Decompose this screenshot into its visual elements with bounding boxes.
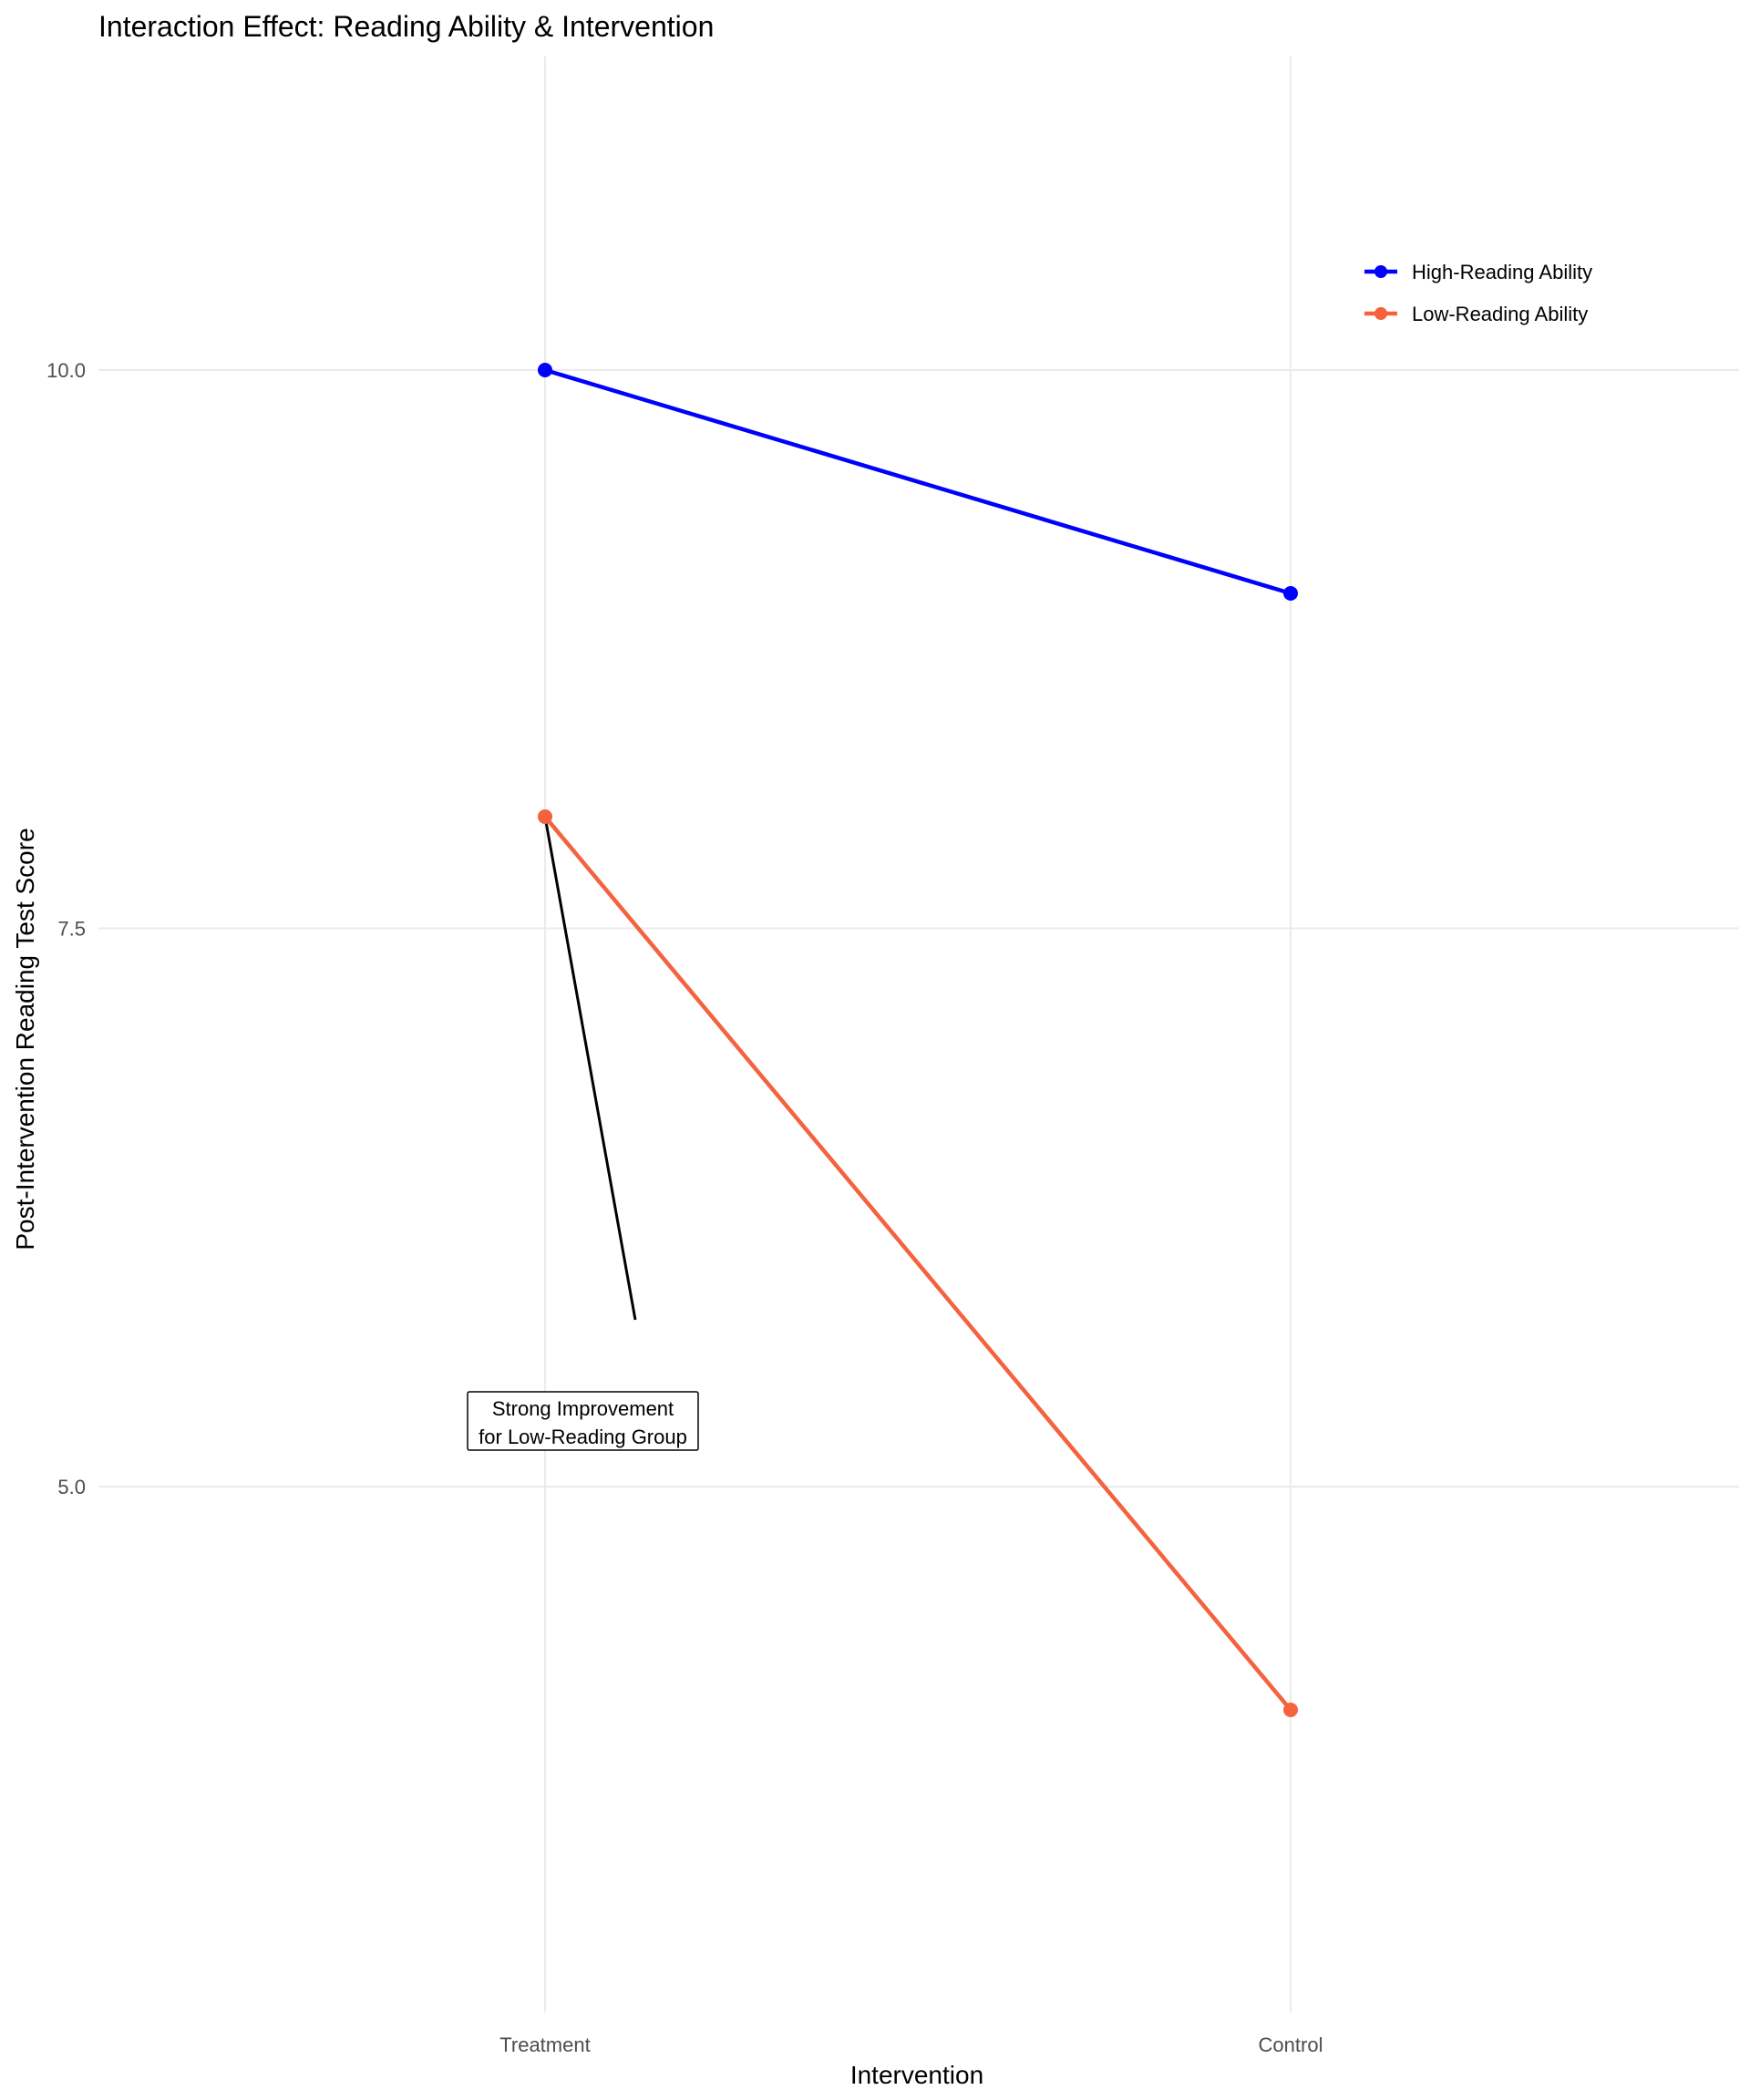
data-point bbox=[538, 363, 552, 377]
legend-label: High-Reading Ability bbox=[1412, 261, 1592, 283]
annotation-text-line: Strong Improvement bbox=[492, 1397, 674, 1420]
y-tick-label: 5.0 bbox=[57, 1476, 86, 1498]
legend: High-Reading Ability Low-Reading Ability bbox=[1364, 261, 1592, 325]
data-point bbox=[1283, 586, 1298, 601]
x-axis-title: Intervention bbox=[850, 2061, 983, 2089]
x-tick-label: Control bbox=[1259, 2033, 1323, 2056]
series-line bbox=[542, 367, 1293, 596]
y-tick-label: 7.5 bbox=[57, 918, 86, 941]
axes: 5.0 7.5 10.0 Treatment Control bbox=[46, 359, 1323, 2056]
data-point bbox=[1283, 1703, 1298, 1717]
data-point bbox=[538, 809, 552, 824]
series-group bbox=[538, 363, 1298, 1717]
annotation: Strong Improvement for Low-Reading Group bbox=[467, 1391, 699, 1451]
annotation-text-line: for Low-Reading Group bbox=[479, 1426, 687, 1448]
annotation-arrow bbox=[543, 816, 637, 1321]
x-tick-label: Treatment bbox=[499, 2033, 590, 2056]
annotation-box bbox=[467, 1391, 699, 1451]
grid bbox=[98, 57, 1739, 2012]
y-axis-title: Post-Intervention Reading Test Score bbox=[11, 828, 39, 1250]
legend-key-point bbox=[1374, 265, 1387, 278]
legend-label: Low-Reading Ability bbox=[1412, 303, 1588, 325]
legend-key-point bbox=[1374, 307, 1387, 320]
series-line bbox=[542, 814, 1293, 1713]
y-tick-label: 10.0 bbox=[46, 359, 86, 382]
annotation-arrow-group bbox=[543, 816, 637, 1321]
chart-title: Interaction Effect: Reading Ability & In… bbox=[98, 10, 714, 43]
